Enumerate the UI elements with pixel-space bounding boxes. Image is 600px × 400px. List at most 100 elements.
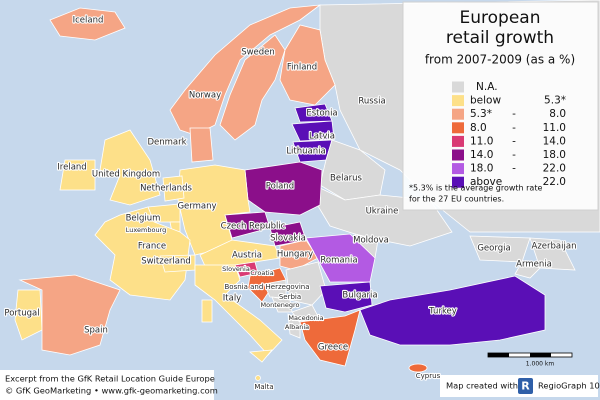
country-label: Austria	[232, 251, 262, 261]
country-shape	[255, 375, 261, 381]
legend-from: 18.0	[470, 163, 493, 175]
country-label: Iceland	[73, 16, 104, 26]
country-label: Slovakia	[270, 234, 306, 244]
footer-box	[0, 370, 214, 400]
country-label: Russia	[358, 97, 385, 107]
country-shape	[234, 261, 259, 278]
country-label: Belgium	[126, 214, 161, 224]
country-label: Albania	[285, 323, 309, 331]
legend-separator: -	[512, 163, 516, 175]
country-shape	[59, 159, 96, 191]
country-shape	[263, 279, 287, 299]
legend-swatch	[452, 149, 464, 161]
country-shape	[189, 127, 214, 163]
legend-note: for the 27 EU countries.	[409, 195, 504, 204]
legend-to: 11.0	[543, 122, 566, 134]
legend-swatch	[452, 95, 464, 107]
country-shape	[279, 239, 319, 271]
country-shape	[49, 7, 126, 41]
subtitle: from 2007-2009 (as a %)	[425, 53, 575, 67]
country-shape	[291, 120, 335, 142]
legend-swatch	[452, 163, 464, 175]
product-name: RegioGraph 10	[538, 381, 600, 391]
legend-from: below	[470, 95, 501, 107]
country-labels: Iceland Norway Sweden Finland Russia Est…	[3, 14, 577, 392]
country-shape	[169, 4, 322, 136]
country-shape	[201, 299, 213, 323]
country-label: Azerbaijan	[532, 242, 577, 252]
country-label: Switzerland	[141, 257, 191, 267]
legend-to: 22.0	[543, 163, 566, 175]
country-label: Denmark	[147, 138, 186, 148]
footer-line: Excerpt from the GfK Retail Location Gui…	[5, 374, 215, 384]
legend-to: 18.0	[543, 149, 566, 161]
country-shape	[408, 363, 428, 373]
country-label: Poland	[266, 182, 294, 192]
country-shape	[529, 237, 576, 271]
country-label: Germany	[177, 202, 216, 212]
country-label: Moldova	[353, 236, 389, 246]
country-shape	[162, 175, 185, 202]
footer-line: © GfK GeoMarketing • www.gfk-geomarketin…	[5, 386, 218, 396]
legend: N.A.below 5.3*5.3* -8.08.0-11.011.0-14.014…	[452, 81, 566, 188]
country-shape	[194, 264, 283, 356]
country-label: Lithuania	[286, 147, 325, 157]
legend-separator: -	[512, 108, 516, 120]
country-shape	[99, 129, 161, 206]
country-label: Armenia	[516, 260, 552, 270]
country-label: Croatia	[250, 269, 273, 277]
country-shape	[359, 275, 546, 346]
country-shape	[244, 161, 323, 216]
country-label: Bulgaria	[342, 291, 377, 301]
country-label: Czech Republic	[221, 222, 286, 232]
country-label: Romania	[320, 256, 357, 266]
country-shape	[249, 349, 273, 363]
country-label: Sweden	[241, 48, 275, 58]
country-label: Ukraine	[366, 207, 399, 217]
country-shape	[514, 261, 541, 279]
country-label: Greece	[318, 343, 348, 353]
legend-separator: -	[512, 122, 516, 134]
legend-swatch	[452, 135, 464, 147]
legend-from: 11.0	[470, 135, 493, 147]
legend-from: 14.0	[470, 149, 493, 161]
country-label: Finland	[287, 63, 317, 73]
logo-text: R	[521, 380, 530, 393]
legend-swatch	[452, 122, 464, 134]
legend-to: 14.0	[543, 135, 566, 147]
country-label: Serbia	[279, 293, 301, 301]
country-shape	[285, 261, 327, 306]
country-label: Slovenia	[222, 265, 250, 273]
logo-badge	[518, 378, 533, 394]
legend-box	[402, 1, 599, 211]
country-label: Portugal	[4, 309, 39, 319]
country-label: Montenegro	[260, 301, 299, 309]
country-label: Netherlands	[140, 184, 192, 194]
legend-swatch	[452, 108, 464, 120]
country-label: Belarus	[330, 174, 363, 184]
legend-from: above	[470, 176, 502, 188]
country-label: Cyprus	[416, 372, 441, 380]
legend-note: *5.3% is the average growth rate	[409, 184, 542, 193]
country-label: Georgia	[477, 244, 510, 254]
scale-label: 1.000 km	[526, 361, 555, 368]
country-shape	[14, 289, 43, 341]
scale-bar: 1.000 km	[487, 352, 573, 368]
legend-to: 22.0	[543, 176, 566, 188]
legend-to: 5.3*	[544, 95, 566, 107]
title-line: European	[460, 8, 541, 28]
country-label: Estonia	[306, 109, 337, 119]
legend-label: N.A.	[476, 81, 498, 93]
country-shape	[299, 309, 361, 367]
country-label: Latvia	[309, 132, 335, 142]
country-label: Italy	[223, 294, 241, 304]
countries	[14, 0, 600, 381]
legend-from: 8.0	[470, 122, 487, 134]
country-label: Spain	[84, 326, 108, 336]
legend-to: 8.0	[549, 108, 566, 120]
legend-swatch	[452, 176, 464, 188]
legend-separator: -	[512, 135, 516, 147]
title-line: retail growth	[446, 28, 554, 48]
